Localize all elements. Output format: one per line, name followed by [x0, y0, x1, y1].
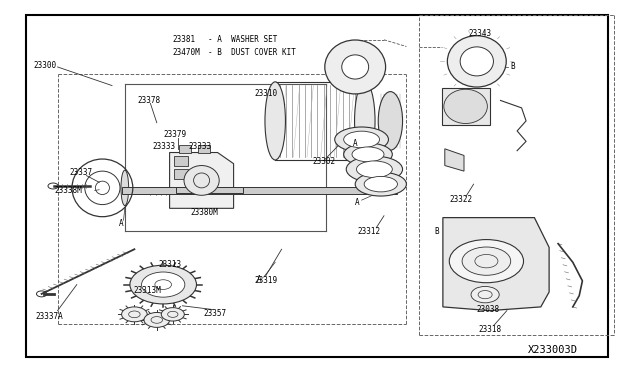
Text: 23379: 23379 — [163, 130, 186, 139]
Ellipse shape — [378, 92, 403, 150]
Text: 23313M: 23313M — [133, 286, 161, 295]
Text: 23380M: 23380M — [191, 208, 218, 217]
Ellipse shape — [356, 161, 392, 177]
Ellipse shape — [342, 55, 369, 79]
Circle shape — [130, 265, 196, 304]
Text: 23313: 23313 — [159, 260, 182, 269]
Text: A: A — [355, 198, 360, 207]
Text: 23333: 23333 — [189, 142, 212, 151]
Ellipse shape — [325, 40, 385, 94]
Text: B: B — [434, 227, 438, 236]
Ellipse shape — [346, 156, 403, 182]
Text: X233003D: X233003D — [528, 345, 578, 355]
Bar — [174, 169, 188, 179]
Ellipse shape — [335, 127, 388, 152]
Ellipse shape — [184, 166, 219, 195]
Text: 23312: 23312 — [357, 227, 380, 236]
Text: - A  WASHER SET: - A WASHER SET — [208, 35, 277, 44]
Text: 23310: 23310 — [255, 89, 278, 98]
Ellipse shape — [265, 82, 285, 160]
Ellipse shape — [121, 170, 129, 205]
Text: 23381: 23381 — [173, 35, 196, 44]
Polygon shape — [443, 218, 549, 311]
Circle shape — [141, 272, 185, 297]
Text: 23300: 23300 — [33, 61, 56, 70]
Text: 23333: 23333 — [152, 142, 175, 151]
Ellipse shape — [447, 36, 506, 87]
Ellipse shape — [352, 147, 384, 162]
Ellipse shape — [355, 172, 406, 196]
Bar — [198, 145, 210, 153]
Text: 23038: 23038 — [477, 305, 500, 314]
Ellipse shape — [344, 143, 392, 166]
Text: 23338M: 23338M — [54, 186, 82, 195]
Bar — [179, 145, 191, 153]
Text: - B  DUST COVER KIT: - B DUST COVER KIT — [208, 48, 296, 57]
Circle shape — [471, 286, 499, 303]
Text: 23302: 23302 — [312, 157, 335, 166]
Text: 23318: 23318 — [479, 325, 502, 334]
Ellipse shape — [460, 47, 493, 76]
Text: A: A — [118, 219, 123, 228]
Bar — [122, 187, 397, 194]
Ellipse shape — [444, 89, 488, 124]
Text: A: A — [353, 139, 358, 148]
Bar — [174, 156, 188, 166]
Circle shape — [449, 240, 524, 283]
Polygon shape — [445, 149, 464, 171]
Text: 23378: 23378 — [138, 96, 161, 105]
Text: 23357: 23357 — [204, 309, 227, 318]
Circle shape — [144, 312, 170, 327]
Bar — [176, 187, 243, 193]
Text: 23322: 23322 — [450, 195, 473, 204]
Bar — [442, 88, 490, 125]
Text: B: B — [510, 62, 515, 71]
Circle shape — [462, 247, 511, 275]
Text: 23343: 23343 — [468, 29, 492, 38]
Text: 23470M: 23470M — [173, 48, 200, 57]
Circle shape — [122, 307, 147, 322]
Text: 23337A: 23337A — [35, 312, 63, 321]
Text: 23319: 23319 — [255, 276, 278, 285]
Ellipse shape — [364, 176, 397, 192]
Circle shape — [161, 308, 184, 321]
Ellipse shape — [355, 82, 375, 160]
Text: A: A — [257, 275, 262, 284]
Ellipse shape — [344, 131, 380, 148]
Polygon shape — [170, 153, 234, 208]
Text: 23337: 23337 — [69, 169, 92, 177]
